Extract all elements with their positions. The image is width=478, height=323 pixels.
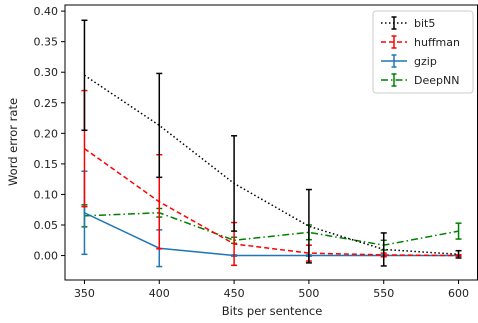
series-line [84, 212, 459, 257]
x-tick-label: 550 [373, 287, 394, 300]
legend-label: bit5 [414, 17, 435, 30]
legend-box [372, 10, 474, 94]
series-gzip [81, 170, 462, 268]
y-tick-label: 0.30 [34, 66, 59, 79]
y-tick-label: 0.00 [34, 250, 59, 263]
series-bit5 [81, 19, 462, 267]
legend-entry-gzip: gzip [381, 54, 437, 68]
legend-entry-huffman: huffman [381, 35, 460, 49]
y-tick-label: 0.15 [34, 158, 59, 171]
series-line [84, 212, 459, 246]
legend-label: gzip [414, 55, 437, 68]
x-axis-label: Bits per sentence [222, 304, 323, 318]
axes: 350 400 450 500 550 600 0.00 0.05 0.10 0.15 0.20 0.… [34, 4, 478, 300]
y-tick-label: 0.40 [34, 5, 59, 18]
x-tick-label: 500 [298, 287, 319, 300]
legend-entry-DeepNN: DeepNN [381, 73, 459, 87]
x-tick-label: 350 [74, 287, 95, 300]
legend-label: huffman [414, 36, 460, 49]
x-tick-label: 400 [149, 287, 170, 300]
x-tick-label: 600 [448, 287, 469, 300]
y-tick-label: 0.20 [34, 127, 59, 140]
legend: bit5 huffman gzip DeepNN [372, 10, 474, 94]
y-tick-label: 0.25 [34, 97, 59, 110]
legend-entry-bit5: bit5 [381, 16, 435, 30]
series-DeepNN [81, 204, 462, 251]
y-tick-label: 0.35 [34, 36, 59, 49]
y-axis-label: Word error rate [6, 98, 20, 186]
plot-area [81, 19, 462, 268]
y-tick-label: 0.05 [34, 219, 59, 232]
x-tick-label: 450 [224, 287, 245, 300]
series-line [84, 147, 459, 257]
series-line [84, 74, 459, 256]
legend-label: DeepNN [414, 74, 459, 87]
y-tick-label: 0.10 [34, 188, 59, 201]
